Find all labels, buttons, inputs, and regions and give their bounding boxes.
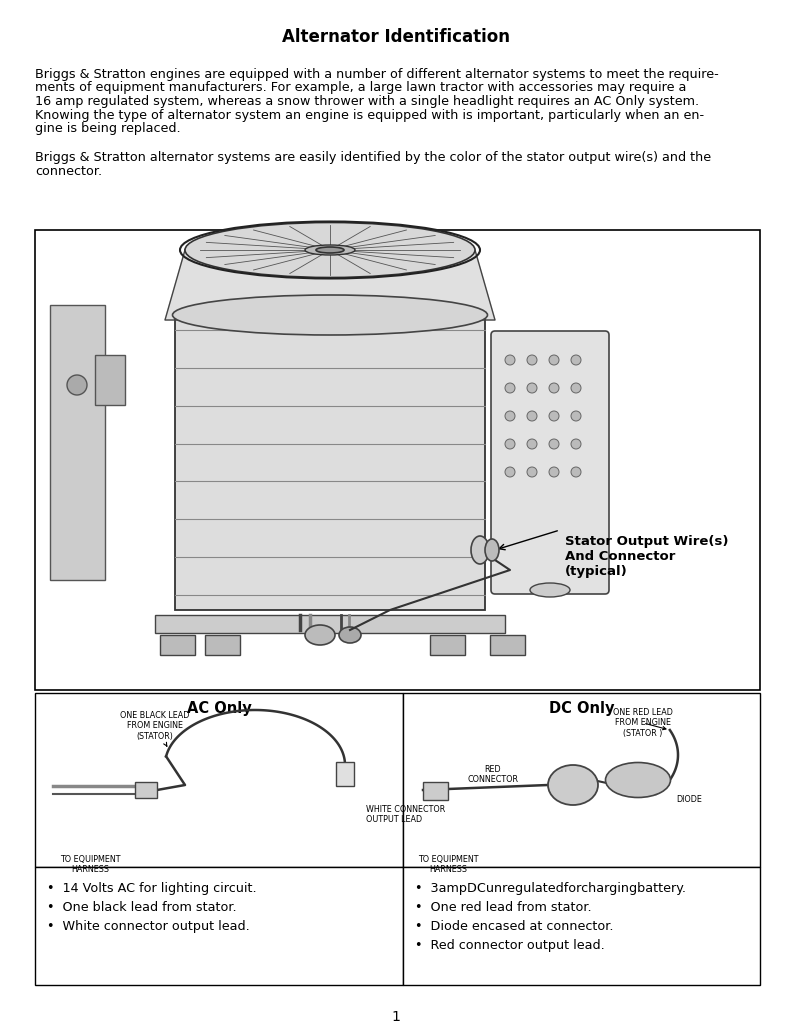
Bar: [490, 635, 525, 655]
Circle shape: [505, 355, 515, 365]
Circle shape: [549, 467, 559, 477]
Circle shape: [549, 439, 559, 449]
Bar: [35, 230, 760, 690]
Text: TO EQUIPMENT
HARNESS: TO EQUIPMENT HARNESS: [418, 855, 479, 874]
Text: •  Diode encased at connector.: • Diode encased at connector.: [415, 920, 614, 933]
Bar: [95, 355, 125, 406]
Bar: [403, 693, 760, 867]
Text: Knowing the type of alternator system an engine is equipped with is important, p: Knowing the type of alternator system an…: [35, 109, 704, 122]
Text: ONE RED LEAD
FROM ENGINE
(STATOR ): ONE RED LEAD FROM ENGINE (STATOR ): [613, 708, 673, 738]
Bar: [50, 305, 105, 580]
Circle shape: [527, 411, 537, 421]
Text: •  3ampDCunregulatedforchargingbattery.: • 3ampDCunregulatedforchargingbattery.: [415, 882, 686, 895]
Text: DIODE: DIODE: [676, 795, 702, 804]
Circle shape: [527, 383, 537, 393]
Ellipse shape: [316, 247, 344, 253]
Text: 1: 1: [391, 1010, 400, 1024]
Text: •  One red lead from stator.: • One red lead from stator.: [415, 901, 592, 914]
Bar: [423, 782, 448, 800]
Bar: [35, 693, 403, 867]
Ellipse shape: [471, 536, 489, 564]
Circle shape: [571, 383, 581, 393]
Text: WHITE CONNECTOR
OUTPUT LEAD: WHITE CONNECTOR OUTPUT LEAD: [366, 805, 445, 824]
Text: 16 amp regulated system, whereas a snow thrower with a single headlight requires: 16 amp regulated system, whereas a snow …: [35, 95, 699, 108]
Text: gine is being replaced.: gine is being replaced.: [35, 122, 180, 135]
Bar: [205, 635, 240, 655]
Circle shape: [505, 439, 515, 449]
Circle shape: [571, 439, 581, 449]
Ellipse shape: [548, 765, 598, 805]
Text: DC Only: DC Only: [549, 701, 615, 716]
Circle shape: [505, 411, 515, 421]
Circle shape: [571, 467, 581, 477]
Text: Briggs & Stratton alternator systems are easily identified by the color of the s: Briggs & Stratton alternator systems are…: [35, 152, 711, 165]
Bar: [403, 867, 760, 985]
Polygon shape: [165, 250, 495, 319]
Bar: [160, 635, 195, 655]
Circle shape: [571, 411, 581, 421]
Text: connector.: connector.: [35, 165, 102, 178]
Bar: [155, 615, 505, 633]
Bar: [135, 782, 157, 798]
FancyBboxPatch shape: [491, 331, 609, 594]
Bar: [336, 762, 354, 785]
Circle shape: [571, 355, 581, 365]
Circle shape: [505, 467, 515, 477]
Text: ments of equipment manufacturers. For example, a large lawn tractor with accesso: ments of equipment manufacturers. For ex…: [35, 82, 687, 94]
Ellipse shape: [485, 539, 499, 561]
Text: Briggs & Stratton engines are equipped with a number of different alternator sys: Briggs & Stratton engines are equipped w…: [35, 68, 719, 81]
Circle shape: [549, 411, 559, 421]
Text: Stator Output Wire(s)
And Connector
(typical): Stator Output Wire(s) And Connector (typ…: [565, 535, 729, 578]
Ellipse shape: [172, 295, 487, 335]
Text: AC Only: AC Only: [187, 701, 252, 716]
Text: TO EQUIPMENT
HARNESS: TO EQUIPMENT HARNESS: [60, 855, 120, 874]
Circle shape: [527, 467, 537, 477]
Text: Alternator Identification: Alternator Identification: [282, 28, 509, 46]
Ellipse shape: [530, 583, 570, 597]
Circle shape: [67, 375, 87, 395]
Ellipse shape: [605, 763, 671, 798]
Circle shape: [505, 383, 515, 393]
Bar: [35, 867, 403, 985]
Ellipse shape: [305, 245, 355, 255]
Circle shape: [527, 355, 537, 365]
Text: ONE BLACK LEAD
FROM ENGINE
(STATOR): ONE BLACK LEAD FROM ENGINE (STATOR): [120, 711, 190, 746]
Circle shape: [549, 383, 559, 393]
Text: •  14 Volts AC for lighting circuit.: • 14 Volts AC for lighting circuit.: [47, 882, 256, 895]
Ellipse shape: [185, 222, 475, 278]
Text: •  Red connector output lead.: • Red connector output lead.: [415, 939, 605, 952]
Text: •  White connector output lead.: • White connector output lead.: [47, 920, 250, 933]
Text: RED
CONNECTOR: RED CONNECTOR: [467, 765, 518, 784]
Circle shape: [549, 355, 559, 365]
Text: •  One black lead from stator.: • One black lead from stator.: [47, 901, 237, 914]
Ellipse shape: [305, 625, 335, 645]
Bar: [175, 315, 485, 610]
Circle shape: [527, 439, 537, 449]
Ellipse shape: [339, 627, 361, 643]
Bar: [430, 635, 465, 655]
